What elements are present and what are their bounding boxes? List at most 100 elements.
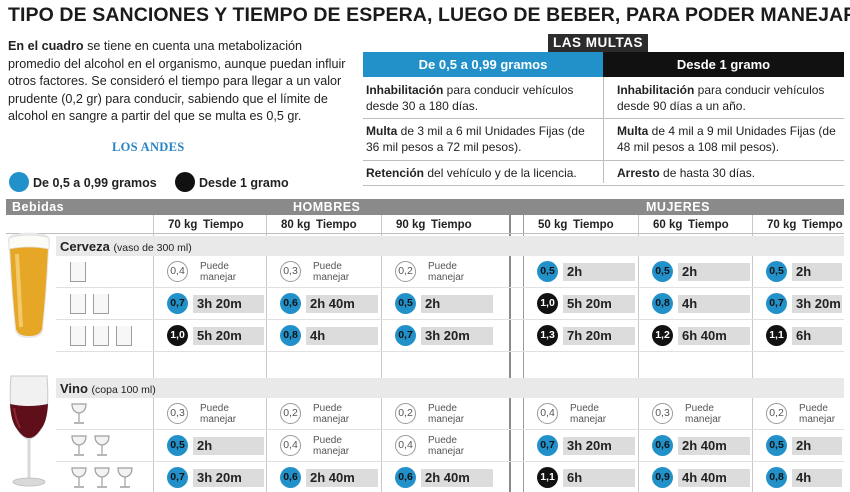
divider: [363, 185, 844, 186]
category-bar: [56, 378, 844, 398]
page-title: TIPO DE SANCIONES Y TIEMPO DE ESPERA, LU…: [8, 4, 850, 26]
wait-time: 6h: [792, 327, 842, 345]
row-divider: [56, 429, 844, 430]
column-divider: [266, 215, 267, 492]
category-bar: [56, 236, 844, 256]
category-label: Vino (copa 100 ml): [60, 381, 156, 396]
weight-label: 90 kg: [396, 219, 426, 231]
wait-time: 2h: [792, 437, 842, 455]
alcohol-level-badge: 0,3: [167, 403, 188, 424]
puede-manejar-label: manejar: [200, 414, 237, 425]
column-divider: [638, 215, 639, 492]
puede-manejar-label: Puede: [200, 403, 229, 414]
wait-time: 4h: [792, 469, 842, 487]
wait-time: 3h 20m: [421, 327, 493, 345]
wait-time: 5h 20m: [193, 327, 264, 345]
legend-black-label: Desde 1 gramo: [199, 176, 289, 190]
wine-glass-icon: [94, 467, 110, 488]
alcohol-level-badge: 0,4: [395, 435, 416, 456]
alcohol-level-badge: 0,5: [167, 435, 188, 456]
wait-time: 3h 20m: [792, 295, 842, 313]
alcohol-level-badge: 0,2: [766, 403, 787, 424]
puede-manejar-label: manejar: [570, 414, 607, 425]
puede-manejar-label: manejar: [428, 446, 465, 457]
row-divider: [56, 287, 844, 288]
weight-label: 60 kg: [653, 219, 683, 231]
intro-paragraph: En el cuadro se tiene en cuenta una meta…: [8, 38, 358, 126]
tiempo-label: Tiempo: [316, 219, 357, 231]
wine-glass-icon: [71, 403, 87, 424]
alcohol-level-badge: 1,0: [537, 293, 558, 314]
wait-time: 2h: [563, 263, 635, 281]
wait-time: 4h 40m: [678, 469, 750, 487]
puede-manejar-label: manejar: [313, 446, 350, 457]
category-name: Vino: [60, 381, 92, 396]
column-divider: [381, 215, 382, 492]
beer-glass-icon: [70, 294, 86, 314]
mujeres-label: MUJERES: [646, 200, 710, 214]
weight-label: 50 kg: [538, 219, 568, 231]
alcohol-level-badge: 0,7: [167, 467, 188, 488]
puede-manejar-label: Puede: [313, 261, 342, 272]
multas-cell: Arresto de hasta 30 días.: [617, 166, 756, 180]
puede-manejar-label: Puede: [685, 403, 714, 414]
wait-time: 4h: [678, 295, 750, 313]
puede-manejar-label: Puede: [313, 435, 342, 446]
divider: [6, 233, 844, 234]
beer-glass-icon: [93, 326, 109, 346]
divider: [363, 118, 844, 119]
alcohol-level-badge: 0,4: [280, 435, 301, 456]
puede-manejar-label: Puede: [428, 403, 457, 414]
multas-divider: [603, 77, 604, 183]
row-divider: [56, 351, 844, 352]
alcohol-level-badge: 0,7: [766, 293, 787, 314]
legend-blue-label: De 0,5 a 0,99 gramos: [33, 176, 157, 190]
wait-time: 6h 40m: [678, 327, 750, 345]
legend-blue-dot: [9, 172, 29, 192]
alcohol-level-badge: 0,5: [766, 261, 787, 282]
puede-manejar-label: manejar: [799, 414, 836, 425]
beer-glass-icon: [70, 326, 86, 346]
wine-glass-illustration: [9, 375, 49, 487]
puede-manejar-label: manejar: [428, 272, 465, 283]
wait-time: 3h 20m: [563, 437, 635, 455]
wine-glass-icon: [94, 435, 110, 456]
multas-cell: Multa de 4 mil a 9 mil Unidades Fijas (d…: [617, 124, 836, 154]
puede-manejar-label: Puede: [799, 403, 828, 414]
wait-time: 2h: [678, 263, 750, 281]
wait-time: 6h: [563, 469, 635, 487]
alcohol-level-badge: 0,6: [280, 293, 301, 314]
column-divider: [153, 215, 154, 492]
puede-manejar-label: Puede: [200, 261, 229, 272]
alcohol-level-badge: 0,7: [395, 325, 416, 346]
alcohol-level-badge: 0,4: [167, 261, 188, 282]
multas-cell: Retención del vehículo y de la licencia.: [366, 166, 577, 180]
alcohol-level-badge: 0,7: [167, 293, 188, 314]
alcohol-level-badge: 0,5: [537, 261, 558, 282]
intro-lead: En el cuadro: [8, 39, 84, 53]
wine-glass-icon: [117, 467, 133, 488]
wait-time: 5h 20m: [563, 295, 635, 313]
alcohol-level-badge: 0,2: [395, 403, 416, 424]
wait-time: 4h: [306, 327, 378, 345]
alcohol-level-badge: 0,5: [766, 435, 787, 456]
wait-time: 7h 20m: [563, 327, 635, 345]
alcohol-level-badge: 1,1: [537, 467, 558, 488]
category-name: Cerveza: [60, 239, 114, 254]
category-label: Cerveza (vaso de 300 ml): [60, 239, 192, 254]
multas-cell: Multa de 3 mil a 6 mil Unidades Fijas (d…: [366, 124, 585, 154]
beer-glass-icon: [93, 294, 109, 314]
alcohol-level-badge: 0,5: [652, 261, 673, 282]
weight-label: 70 kg: [767, 219, 797, 231]
tiempo-label: Tiempo: [203, 219, 244, 231]
divider: [363, 160, 844, 161]
alcohol-level-badge: 0,8: [766, 467, 787, 488]
beer-glass-illustration: [8, 232, 50, 338]
alcohol-level-badge: 0,3: [652, 403, 673, 424]
wait-time: 2h: [421, 295, 493, 313]
wait-time: 2h 40m: [678, 437, 750, 455]
wait-time: 2h: [792, 263, 842, 281]
weight-label: 70 kg: [168, 219, 198, 231]
hombres-label: HOMBRES: [293, 200, 361, 214]
gender-divider: [509, 199, 511, 492]
